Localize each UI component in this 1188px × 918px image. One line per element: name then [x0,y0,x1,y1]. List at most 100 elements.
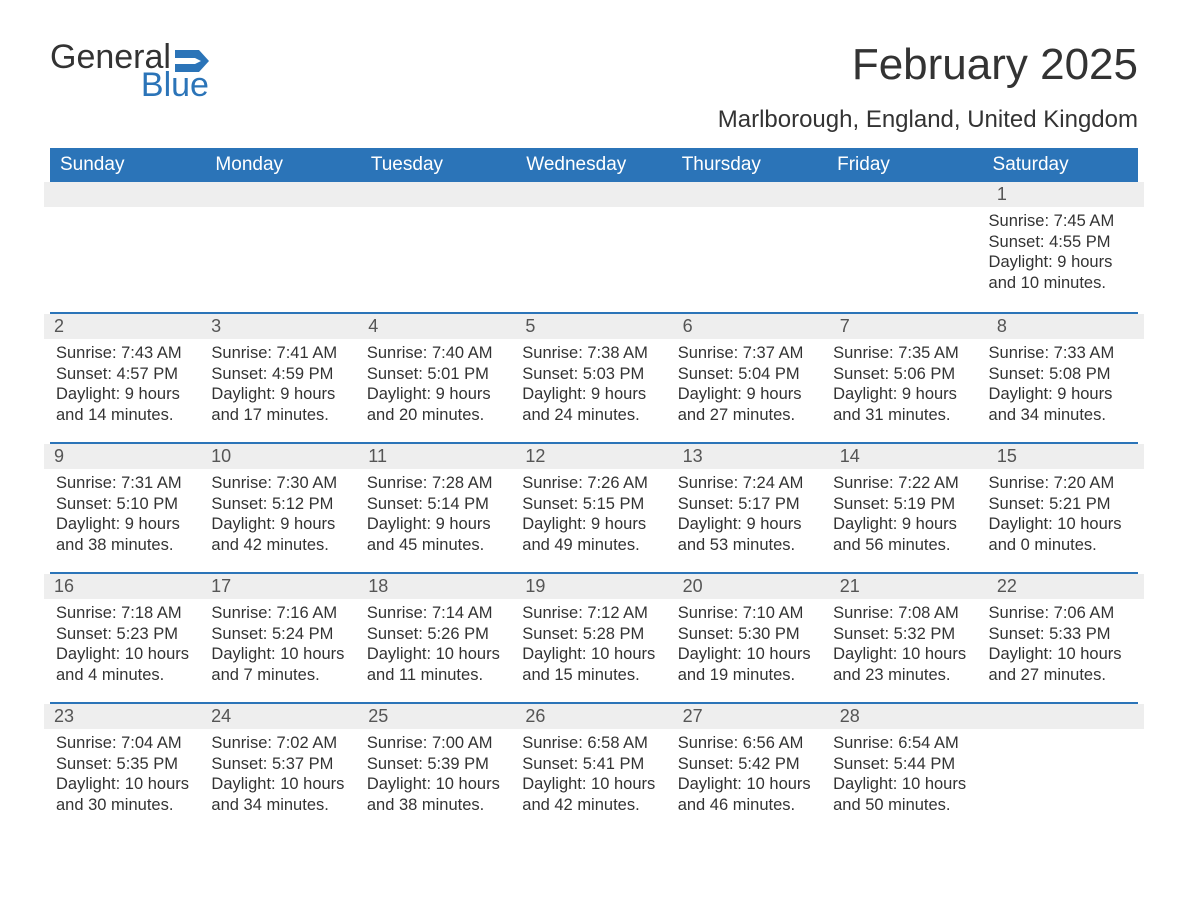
day-number: 3 [201,314,358,339]
sunset-text: Sunset: 4:59 PM [211,364,354,385]
calendar-cell [516,211,671,304]
calendar-cell: Sunrise: 7:16 AMSunset: 5:24 PMDaylight:… [205,603,360,696]
sunrise-text: Sunrise: 7:28 AM [367,473,510,494]
calendar-cell: Sunrise: 7:35 AMSunset: 5:06 PMDaylight:… [827,343,982,436]
daylight-text: Daylight: 9 hours and 38 minutes. [56,514,199,555]
daylight-text: Daylight: 10 hours and 50 minutes. [833,774,976,815]
calendar-cell: Sunrise: 7:31 AMSunset: 5:10 PMDaylight:… [50,473,205,566]
day-header: Thursday [672,148,827,182]
day-number-empty [358,182,515,207]
sunset-text: Sunset: 5:33 PM [989,624,1132,645]
calendar-cell: Sunrise: 6:54 AMSunset: 5:44 PMDaylight:… [827,733,982,826]
daylight-text: Daylight: 10 hours and 30 minutes. [56,774,199,815]
sunset-text: Sunset: 5:21 PM [989,494,1132,515]
sunset-text: Sunset: 5:06 PM [833,364,976,385]
day-number-empty [673,182,830,207]
sunset-text: Sunset: 5:30 PM [678,624,821,645]
calendar-cell: Sunrise: 7:28 AMSunset: 5:14 PMDaylight:… [361,473,516,566]
calendar-week: 1Sunrise: 7:45 AMSunset: 4:55 PMDaylight… [50,182,1138,312]
day-number: 25 [358,704,515,729]
sunrise-text: Sunrise: 7:10 AM [678,603,821,624]
calendar-week: 2345678Sunrise: 7:43 AMSunset: 4:57 PMDa… [50,312,1138,442]
day-number: 6 [673,314,830,339]
day-number: 2 [44,314,201,339]
calendar-cell [827,211,982,304]
sunset-text: Sunset: 5:35 PM [56,754,199,775]
calendar-cell: Sunrise: 7:30 AMSunset: 5:12 PMDaylight:… [205,473,360,566]
daylight-text: Daylight: 10 hours and 4 minutes. [56,644,199,685]
calendar-cell: Sunrise: 7:10 AMSunset: 5:30 PMDaylight:… [672,603,827,696]
day-number-bar: 2345678 [44,314,1144,339]
calendar-cell: Sunrise: 7:40 AMSunset: 5:01 PMDaylight:… [361,343,516,436]
daylight-text: Daylight: 9 hours and 49 minutes. [522,514,665,555]
header: General Blue February 2025 [50,40,1138,102]
day-number: 13 [673,444,830,469]
sunset-text: Sunset: 5:12 PM [211,494,354,515]
day-number: 9 [44,444,201,469]
sunrise-text: Sunrise: 7:06 AM [989,603,1132,624]
day-number: 7 [830,314,987,339]
calendar-cell: Sunrise: 7:18 AMSunset: 5:23 PMDaylight:… [50,603,205,696]
day-header: Wednesday [516,148,671,182]
sunrise-text: Sunrise: 7:45 AM [989,211,1132,232]
calendar-cell: Sunrise: 7:33 AMSunset: 5:08 PMDaylight:… [983,343,1138,436]
sunrise-text: Sunrise: 6:54 AM [833,733,976,754]
calendar: SundayMondayTuesdayWednesdayThursdayFrid… [50,148,1138,832]
daylight-text: Daylight: 9 hours and 34 minutes. [989,384,1132,425]
daylight-text: Daylight: 10 hours and 42 minutes. [522,774,665,815]
sunrise-text: Sunrise: 7:31 AM [56,473,199,494]
day-number: 27 [673,704,830,729]
calendar-cell [205,211,360,304]
sunrise-text: Sunrise: 7:35 AM [833,343,976,364]
sunrise-text: Sunrise: 6:58 AM [522,733,665,754]
sunset-text: Sunset: 5:42 PM [678,754,821,775]
day-number: 16 [44,574,201,599]
day-number: 24 [201,704,358,729]
day-number-bar: 9101112131415 [44,444,1144,469]
daylight-text: Daylight: 10 hours and 46 minutes. [678,774,821,815]
calendar-cell: Sunrise: 6:56 AMSunset: 5:42 PMDaylight:… [672,733,827,826]
calendar-cell: Sunrise: 7:45 AMSunset: 4:55 PMDaylight:… [983,211,1138,304]
day-number: 26 [515,704,672,729]
calendar-cell: Sunrise: 7:12 AMSunset: 5:28 PMDaylight:… [516,603,671,696]
calendar-cell: Sunrise: 7:24 AMSunset: 5:17 PMDaylight:… [672,473,827,566]
day-header: Friday [827,148,982,182]
sunset-text: Sunset: 5:15 PM [522,494,665,515]
sunset-text: Sunset: 4:57 PM [56,364,199,385]
day-number-empty [44,182,201,207]
sunrise-text: Sunrise: 7:22 AM [833,473,976,494]
daylight-text: Daylight: 9 hours and 53 minutes. [678,514,821,555]
day-header: Sunday [50,148,205,182]
calendar-cell: Sunrise: 7:26 AMSunset: 5:15 PMDaylight:… [516,473,671,566]
daylight-text: Daylight: 9 hours and 45 minutes. [367,514,510,555]
day-number-empty [830,182,987,207]
daylight-text: Daylight: 9 hours and 56 minutes. [833,514,976,555]
calendar-cell: Sunrise: 7:43 AMSunset: 4:57 PMDaylight:… [50,343,205,436]
sunrise-text: Sunrise: 7:04 AM [56,733,199,754]
daylight-text: Daylight: 9 hours and 42 minutes. [211,514,354,555]
calendar-cell: Sunrise: 7:04 AMSunset: 5:35 PMDaylight:… [50,733,205,826]
sunrise-text: Sunrise: 7:20 AM [989,473,1132,494]
location-subtitle: Marlborough, England, United Kingdom [50,106,1138,134]
sunrise-text: Sunrise: 7:00 AM [367,733,510,754]
day-number: 1 [987,182,1144,207]
day-number: 14 [830,444,987,469]
flag-icon [175,44,209,78]
day-header: Monday [205,148,360,182]
sunset-text: Sunset: 5:10 PM [56,494,199,515]
sunset-text: Sunset: 5:14 PM [367,494,510,515]
sunrise-text: Sunrise: 6:56 AM [678,733,821,754]
calendar-cell: Sunrise: 7:02 AMSunset: 5:37 PMDaylight:… [205,733,360,826]
weeks-container: 1Sunrise: 7:45 AMSunset: 4:55 PMDaylight… [50,182,1138,832]
page-title: February 2025 [852,40,1138,90]
day-number: 22 [987,574,1144,599]
calendar-cell [672,211,827,304]
daylight-text: Daylight: 9 hours and 14 minutes. [56,384,199,425]
day-number-bar: 1 [44,182,1144,207]
daylight-text: Daylight: 9 hours and 20 minutes. [367,384,510,425]
sunrise-text: Sunrise: 7:41 AM [211,343,354,364]
daylight-text: Daylight: 10 hours and 11 minutes. [367,644,510,685]
sunset-text: Sunset: 5:03 PM [522,364,665,385]
calendar-week: 232425262728 Sunrise: 7:04 AMSunset: 5:3… [50,702,1138,832]
calendar-cell: Sunrise: 7:08 AMSunset: 5:32 PMDaylight:… [827,603,982,696]
